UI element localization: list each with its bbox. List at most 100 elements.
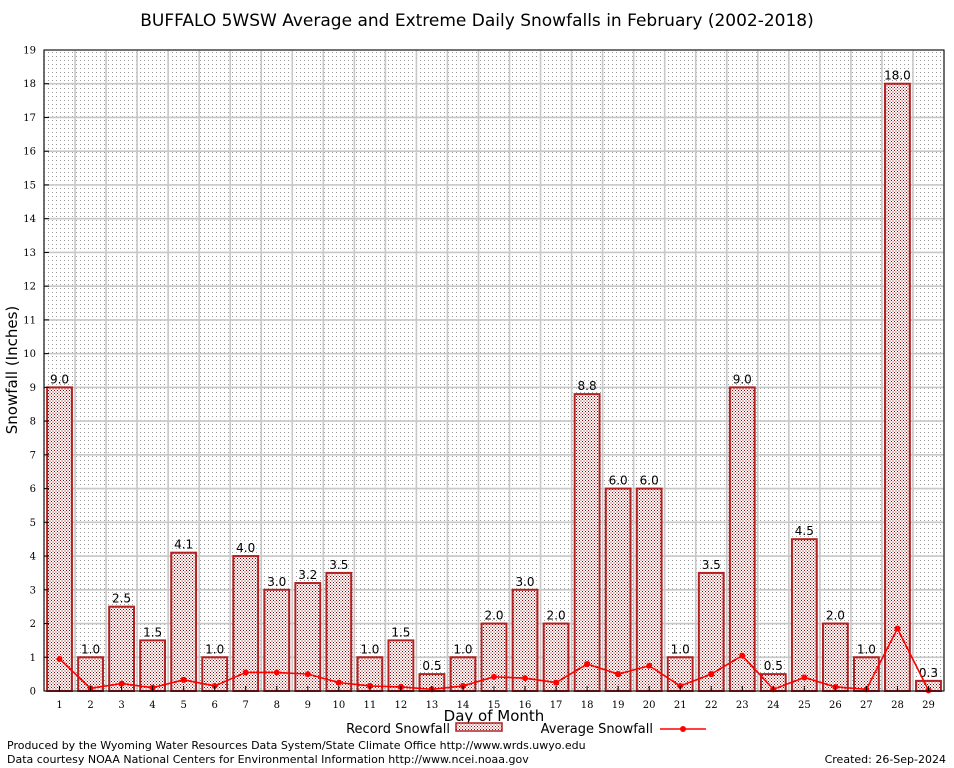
y-tick-label: 7 bbox=[30, 450, 36, 461]
grid-lines bbox=[43, 49, 945, 692]
legend-record-swatch bbox=[455, 722, 503, 732]
bar-label-day-25: 4.5 bbox=[795, 524, 814, 538]
average-point-day-5 bbox=[180, 676, 187, 683]
record-bar-day-12 bbox=[387, 639, 415, 692]
x-tick-label: 7 bbox=[243, 700, 249, 711]
x-tick-label: 10 bbox=[332, 700, 345, 711]
y-tick-label: 0 bbox=[30, 687, 36, 698]
y-tick-label: 17 bbox=[23, 113, 36, 124]
x-tick-labels: 1 2 3 4 5 6 7 8 9 10 11 12 13 14 15 16 17 18 19 20 21 22 23 24 2… bbox=[56, 700, 935, 711]
record-bar-day-27 bbox=[853, 656, 880, 693]
x-tick-label: 28 bbox=[891, 700, 904, 711]
x-tick-label: 15 bbox=[488, 700, 501, 711]
record-bar-day-19 bbox=[604, 487, 632, 692]
legend-average-label: Average Snowfall bbox=[541, 722, 653, 737]
x-axis-label: Day of Month bbox=[444, 707, 545, 725]
x-tick-label: 12 bbox=[395, 700, 408, 711]
bar-label-day-26: 2.0 bbox=[826, 609, 845, 623]
average-point-day-19 bbox=[615, 671, 622, 678]
bar-label-day-7: 4.0 bbox=[236, 541, 255, 555]
x-tick-label: 9 bbox=[305, 700, 311, 711]
legend-record-label: Record Snowfall bbox=[346, 722, 450, 737]
average-point-day-17 bbox=[553, 679, 560, 686]
x-tick-label: 11 bbox=[363, 700, 376, 711]
record-bar-day-25 bbox=[790, 538, 818, 692]
y-tick-label: 11 bbox=[23, 315, 36, 326]
record-bar-day-7 bbox=[232, 555, 260, 692]
bar-label-day-10: 3.5 bbox=[329, 558, 348, 572]
footer-data-courtesy: Data courtesy NOAA National Centers for … bbox=[7, 753, 529, 766]
bar-label-day-11: 1.0 bbox=[360, 642, 379, 656]
bar-label-day-2: 1.0 bbox=[81, 642, 100, 656]
x-tick-label: 29 bbox=[922, 700, 935, 711]
average-point-day-16 bbox=[522, 675, 529, 682]
average-point-day-3 bbox=[118, 680, 125, 687]
average-point-day-21 bbox=[677, 682, 684, 689]
bar-value-labels: 9.0 1.0 2.5 1.5 4.1 1.0 4.0 3.0 3.2 3.5 1.0 1.5 0.5 1… bbox=[50, 69, 938, 680]
y-tick-label: 18 bbox=[23, 79, 36, 90]
y-tick-label: 13 bbox=[23, 248, 36, 259]
bar-label-day-17: 2.0 bbox=[547, 609, 566, 623]
bar-label-day-3: 2.5 bbox=[112, 592, 131, 606]
bar-label-day-12: 1.5 bbox=[391, 625, 410, 639]
bar-label-day-5: 4.1 bbox=[174, 538, 193, 552]
y-tick-label: 1 bbox=[30, 653, 36, 664]
x-tick-label: 19 bbox=[612, 700, 625, 711]
average-point-day-14 bbox=[459, 682, 466, 689]
record-bar-day-23 bbox=[728, 386, 756, 692]
record-bar-day-1 bbox=[46, 386, 73, 692]
y-tick-label: 8 bbox=[30, 417, 36, 428]
record-bar-day-5 bbox=[170, 551, 198, 693]
record-bar-day-10 bbox=[325, 571, 353, 693]
bar-label-day-21: 1.0 bbox=[671, 642, 690, 656]
record-bars bbox=[46, 82, 942, 693]
average-point-day-11 bbox=[366, 682, 373, 689]
average-point-day-6 bbox=[211, 682, 218, 689]
x-tick-label: 4 bbox=[149, 700, 155, 711]
bar-label-day-1: 9.0 bbox=[50, 372, 69, 386]
y-axis-label: Snowfall (Inches) bbox=[3, 306, 21, 434]
y-tick-label: 2 bbox=[30, 619, 36, 630]
x-tick-label: 18 bbox=[581, 700, 594, 711]
record-bar-day-15 bbox=[480, 622, 508, 692]
bar-label-day-19: 6.0 bbox=[609, 474, 628, 488]
record-bar-day-4 bbox=[139, 639, 167, 692]
record-bar-day-20 bbox=[635, 487, 663, 692]
x-tick-label: 13 bbox=[426, 700, 439, 711]
footer-created: Created: 26-Sep-2024 bbox=[824, 753, 946, 766]
bar-label-day-9: 3.2 bbox=[298, 568, 317, 582]
bar-label-day-15: 2.0 bbox=[484, 609, 503, 623]
bar-label-day-6: 1.0 bbox=[205, 642, 224, 656]
footer-produced-by: Produced by the Wyoming Water Resources … bbox=[7, 739, 586, 752]
record-bar-day-18 bbox=[573, 393, 601, 692]
x-tick-label: 21 bbox=[674, 700, 687, 711]
y-tick-label: 15 bbox=[23, 180, 36, 191]
bar-label-day-28: 18.0 bbox=[884, 69, 911, 83]
legend: Record Snowfall Average Snowfall bbox=[346, 722, 706, 737]
bar-label-day-14: 1.0 bbox=[453, 642, 472, 656]
y-tick-label: 3 bbox=[30, 585, 36, 596]
bar-label-day-23: 9.0 bbox=[733, 372, 752, 386]
record-bar-day-16 bbox=[511, 588, 539, 693]
bar-label-day-8: 3.0 bbox=[267, 575, 286, 589]
average-point-day-20 bbox=[646, 662, 653, 669]
bar-label-day-22: 3.5 bbox=[702, 558, 721, 572]
y-tick-label: 16 bbox=[23, 147, 36, 158]
record-bar-day-2 bbox=[77, 656, 104, 693]
x-tick-label: 6 bbox=[212, 700, 218, 711]
record-bar-day-22 bbox=[697, 571, 725, 693]
x-tick-label: 3 bbox=[118, 700, 124, 711]
x-tick-label: 17 bbox=[550, 700, 563, 711]
average-point-day-22 bbox=[708, 671, 715, 678]
average-point-day-10 bbox=[335, 679, 342, 686]
x-tick-label: 27 bbox=[860, 700, 873, 711]
x-tick-label: 2 bbox=[87, 700, 93, 711]
record-bar-day-26 bbox=[821, 622, 849, 692]
y-tick-label: 6 bbox=[30, 484, 36, 495]
bar-label-day-29: 0.3 bbox=[919, 666, 938, 680]
average-point-day-18 bbox=[584, 661, 591, 668]
record-bar-day-3 bbox=[108, 605, 136, 692]
average-point-day-28 bbox=[894, 625, 901, 632]
